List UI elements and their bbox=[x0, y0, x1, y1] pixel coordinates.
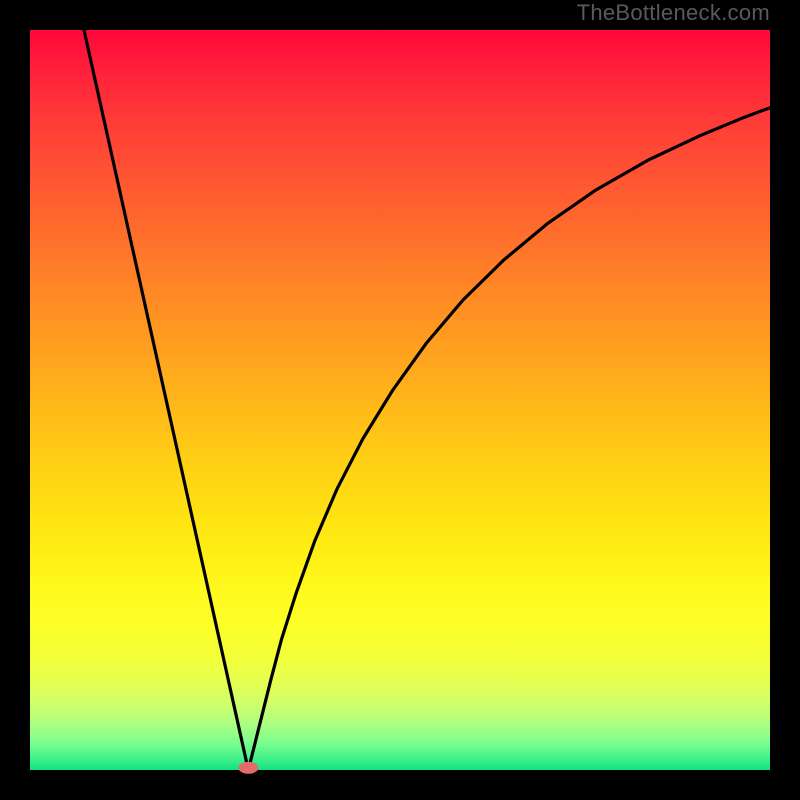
plot-area bbox=[30, 30, 770, 770]
chart-container: TheBottleneck.com bbox=[0, 0, 800, 800]
watermark-text: TheBottleneck.com bbox=[577, 0, 770, 26]
